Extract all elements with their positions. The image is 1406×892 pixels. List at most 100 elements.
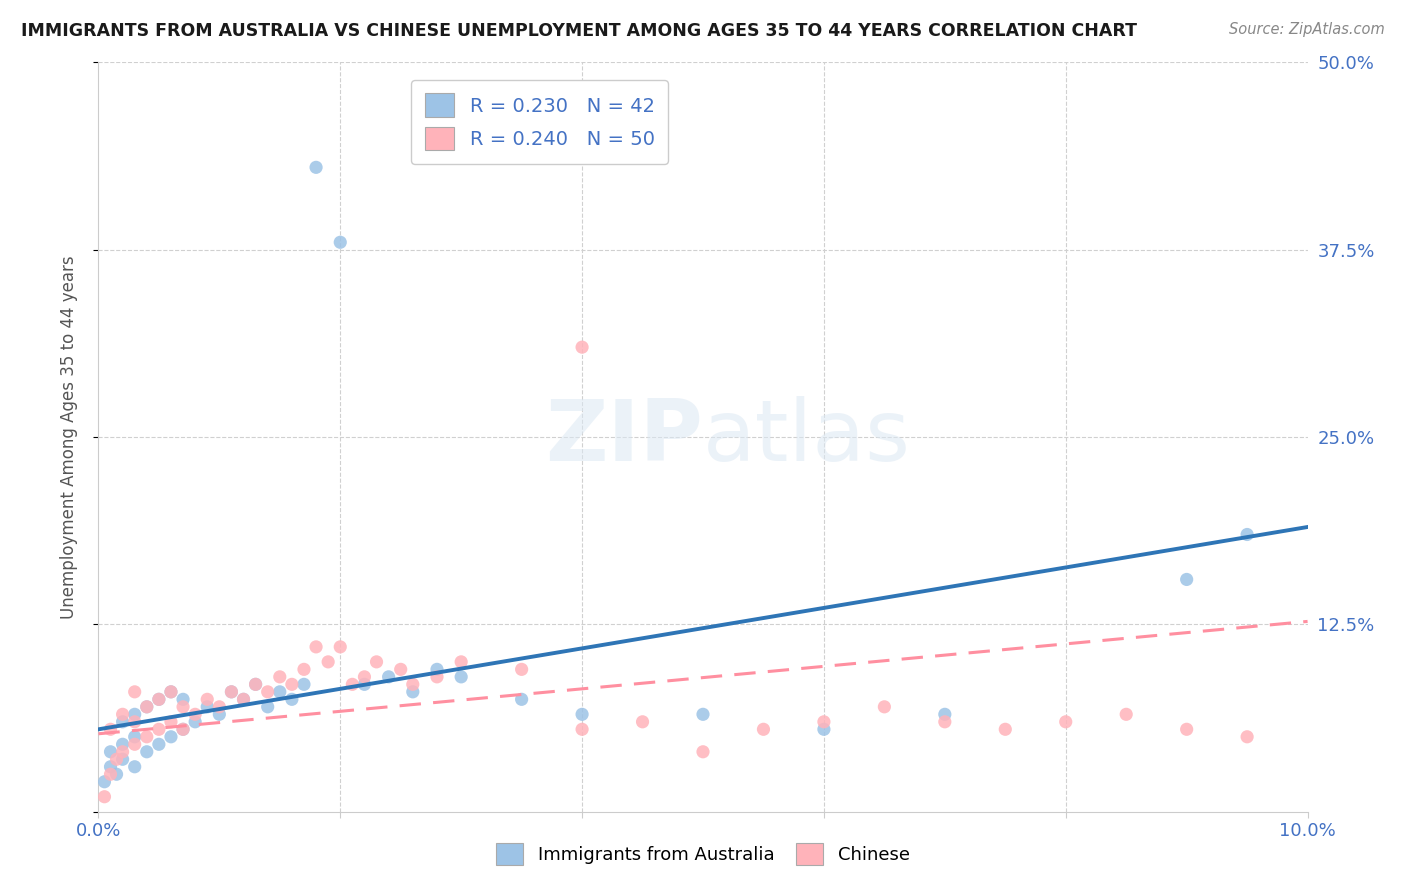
Point [305,161,328,175]
Point [934,714,956,729]
Point [135,730,157,744]
Point [124,730,146,744]
Point [256,685,278,699]
Point [269,685,291,699]
Point [426,662,449,676]
Point [353,677,375,691]
Point [105,767,128,781]
Point [353,670,375,684]
Point [111,737,134,751]
Point [135,699,157,714]
Text: Source: ZipAtlas.com: Source: ZipAtlas.com [1229,22,1385,37]
Point [124,707,146,722]
Point [160,730,183,744]
Point [873,699,896,714]
Point [692,745,714,759]
Point [342,677,364,691]
Point [111,745,134,759]
Point [160,685,183,699]
Point [571,723,593,737]
Point [221,685,243,699]
Point [208,699,231,714]
Point [135,699,157,714]
Point [148,723,170,737]
Point [1175,723,1198,737]
Point [281,692,304,706]
Point [124,737,146,751]
Point [377,670,399,684]
Point [124,714,146,729]
Point [232,692,254,706]
Point [221,685,243,699]
Point [813,723,835,737]
Point [100,760,122,774]
Point [93,789,115,804]
Point [692,707,714,722]
Point [148,692,170,706]
Point [100,723,122,737]
Point [292,662,315,676]
Point [111,707,134,722]
Point [172,692,194,706]
Text: IMMIGRANTS FROM AUSTRALIA VS CHINESE UNEMPLOYMENT AMONG AGES 35 TO 44 YEARS CORR: IMMIGRANTS FROM AUSTRALIA VS CHINESE UNE… [21,22,1137,40]
Point [510,662,533,676]
Legend: R = 0.230   N = 42, R = 0.240   N = 50: R = 0.230 N = 42, R = 0.240 N = 50 [412,79,668,164]
Point [329,640,352,654]
Point [329,235,352,250]
Point [111,714,134,729]
Point [752,723,775,737]
Point [934,707,956,722]
Point [93,774,115,789]
Point [402,685,425,699]
Point [148,737,170,751]
Point [100,767,122,781]
Point [450,655,472,669]
Point [135,745,157,759]
Point [172,723,194,737]
Point [195,692,218,706]
Point [105,752,128,766]
Point [148,692,170,706]
Point [172,723,194,737]
Point [195,699,218,714]
Point [281,677,304,691]
Point [994,723,1017,737]
Point [160,714,183,729]
Point [245,677,267,691]
Point [111,752,134,766]
Point [100,745,122,759]
Point [316,655,339,669]
Point [245,677,267,691]
Point [305,640,328,654]
Point [172,699,194,714]
Point [292,677,315,691]
Point [1236,527,1258,541]
Point [426,670,449,684]
Point [256,699,278,714]
Point [450,670,472,684]
Point [184,714,207,729]
Y-axis label: Unemployment Among Ages 35 to 44 years: Unemployment Among Ages 35 to 44 years [59,255,77,619]
Point [124,685,146,699]
Point [510,692,533,706]
Point [366,655,388,669]
Point [160,685,183,699]
Legend: Immigrants from Australia, Chinese: Immigrants from Australia, Chinese [489,836,917,872]
Point [1175,573,1198,587]
Point [1115,707,1137,722]
Text: ZIP: ZIP [546,395,703,479]
Point [402,677,425,691]
Point [1054,714,1077,729]
Text: atlas: atlas [703,395,911,479]
Point [813,714,835,729]
Point [1236,730,1258,744]
Point [571,707,593,722]
Point [208,707,231,722]
Point [631,714,654,729]
Point [571,340,593,354]
Point [124,760,146,774]
Point [232,692,254,706]
Point [269,670,291,684]
Point [184,707,207,722]
Point [389,662,412,676]
